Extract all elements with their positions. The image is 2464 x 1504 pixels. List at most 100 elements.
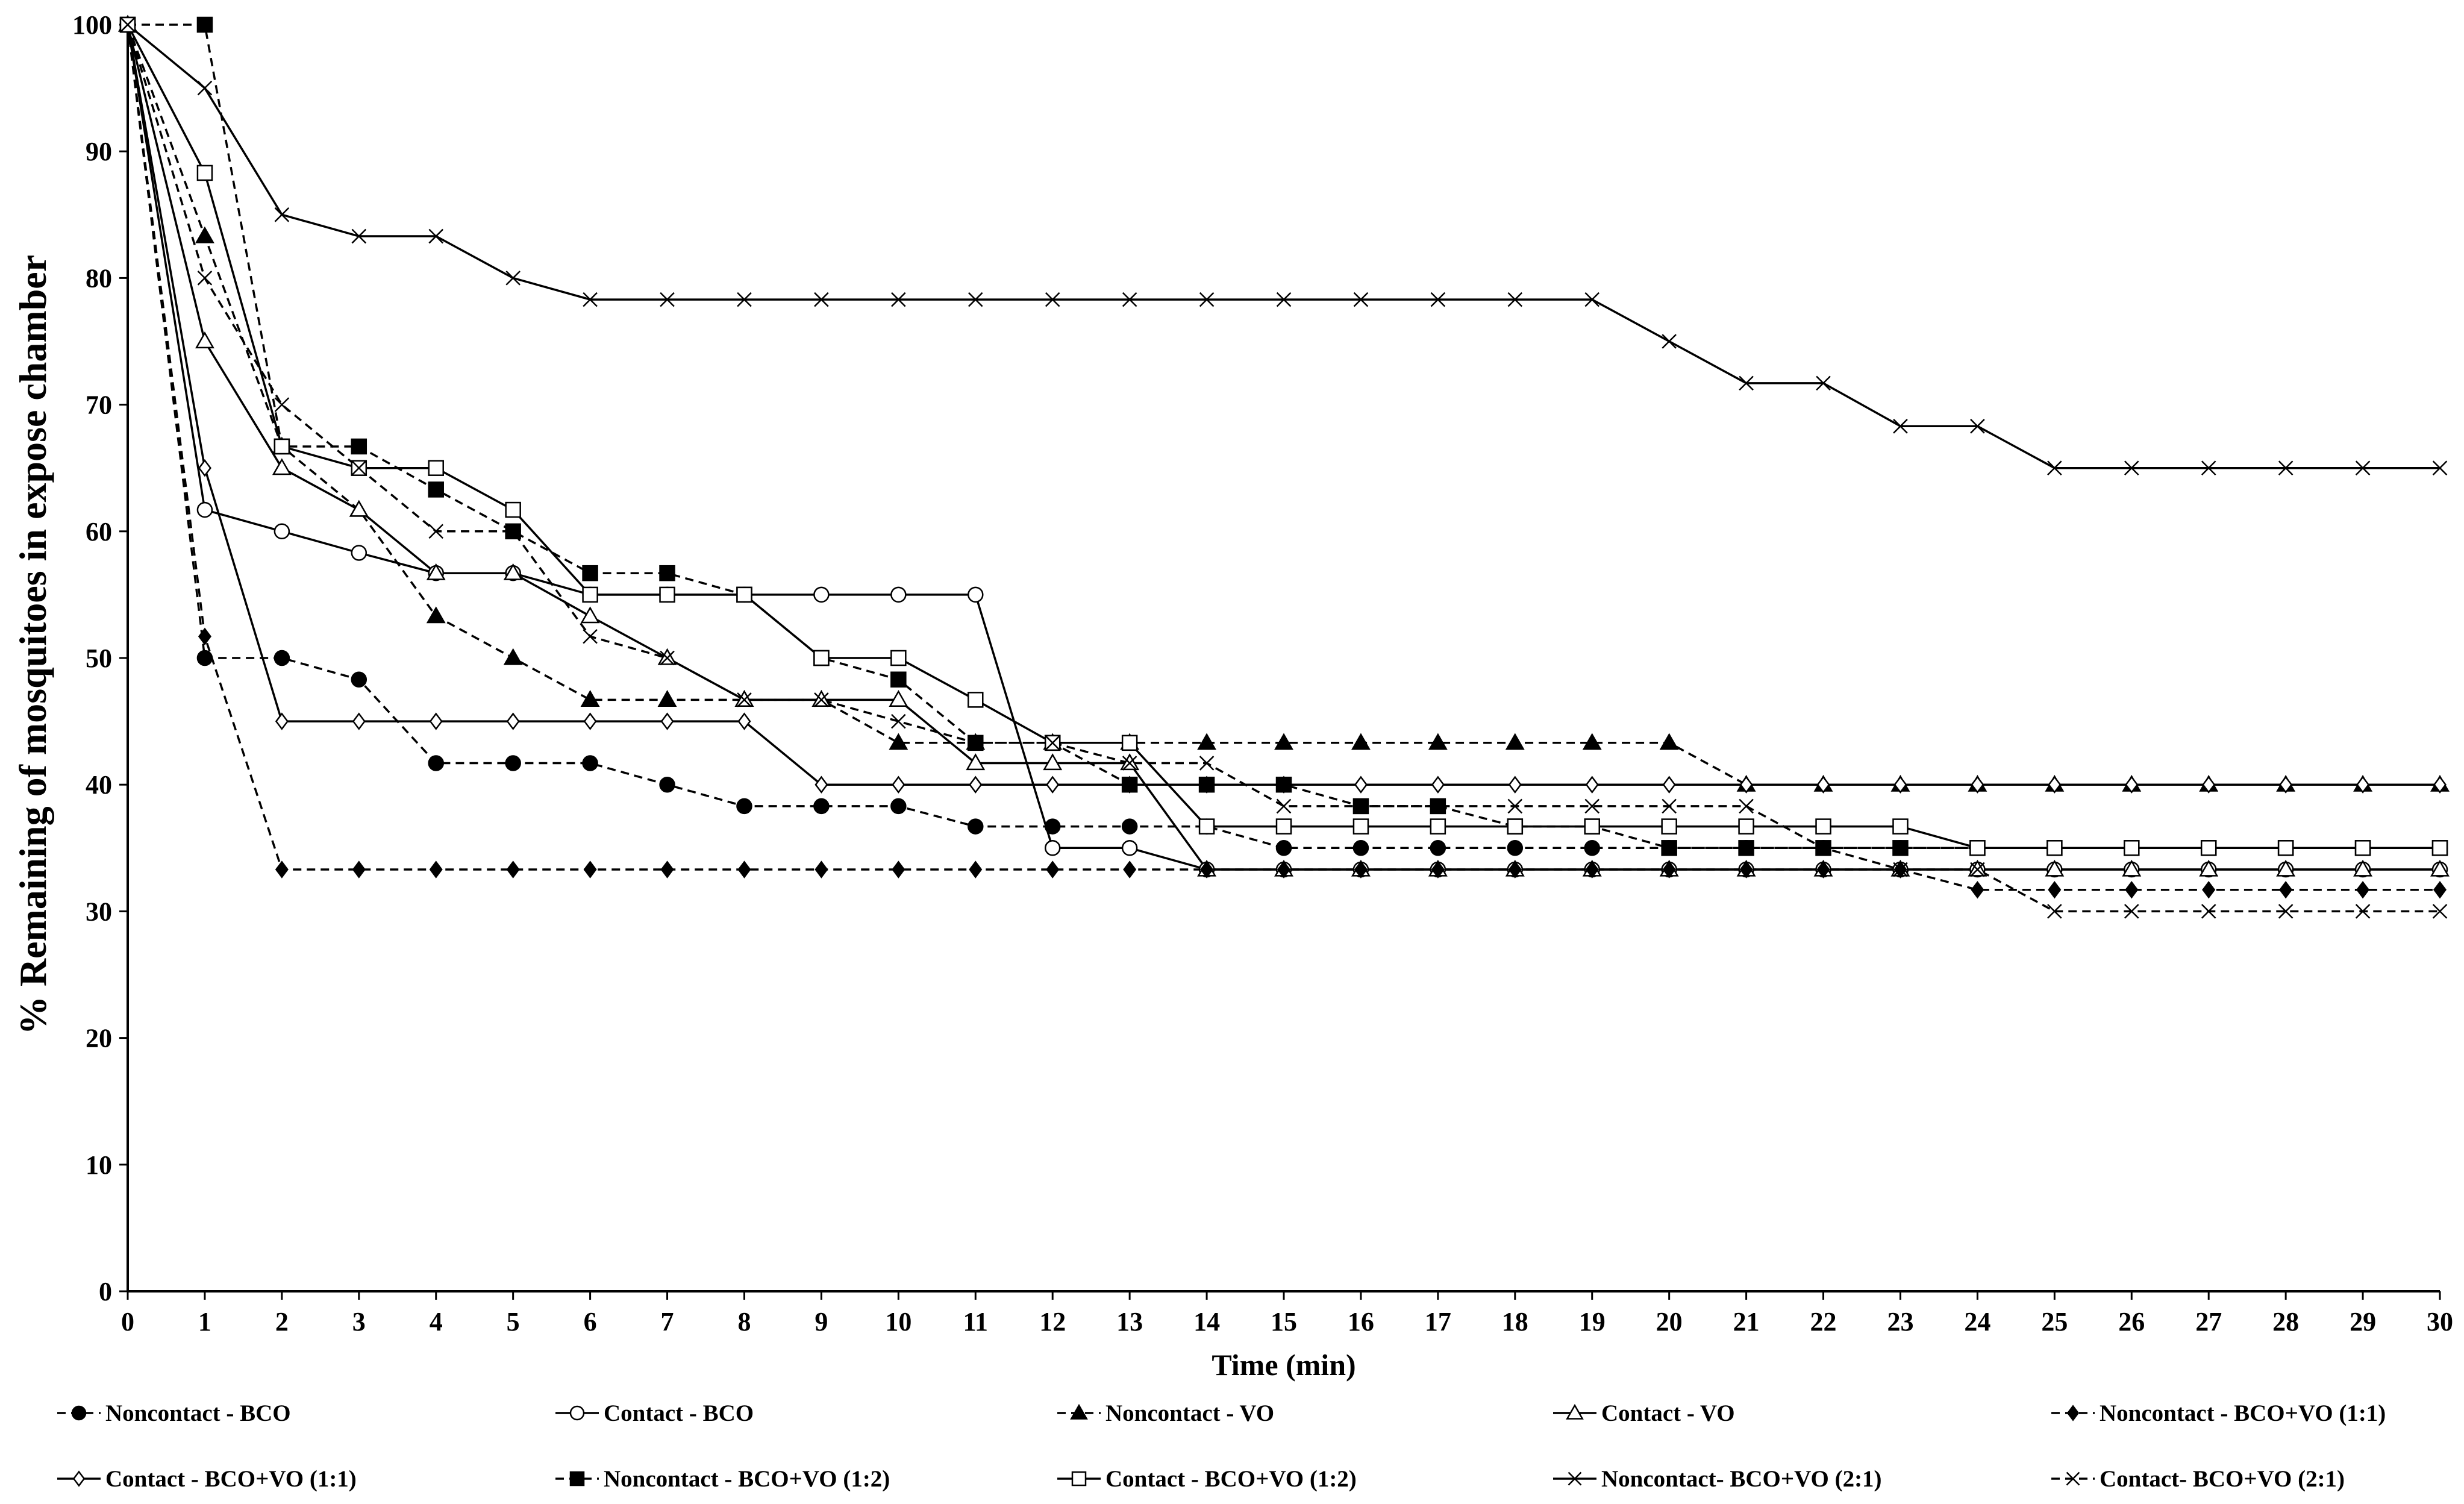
x-tick-label: 26 [2118, 1307, 2145, 1336]
data-point [660, 650, 675, 666]
data-point [351, 460, 367, 475]
data-point [1662, 798, 1677, 814]
series-markers-8 [119, 16, 2448, 856]
x-tick-label: 5 [507, 1307, 520, 1336]
data-point [1430, 840, 1446, 856]
data-point [1584, 840, 1600, 856]
data-point [1661, 840, 1677, 856]
y-tick-label: 70 [86, 390, 112, 420]
x-tick-label: 2 [275, 1307, 289, 1336]
data-point [2124, 904, 2139, 919]
data-point [569, 1471, 585, 1487]
data-point [428, 481, 444, 498]
legend-label: Noncontact- BCO+VO (2:1) [1601, 1466, 1882, 1492]
data-point [274, 650, 290, 666]
data-point [198, 627, 211, 645]
data-point [1430, 798, 1446, 814]
data-point [1892, 818, 1909, 835]
x-tick-label: 18 [1502, 1307, 1528, 1336]
data-point [583, 860, 597, 879]
data-point [506, 860, 520, 879]
x-tick-label: 0 [121, 1307, 134, 1336]
data-point [1739, 798, 1754, 814]
x-tick-label: 21 [1733, 1307, 1760, 1336]
x-tick-label: 11 [963, 1307, 988, 1336]
data-point [274, 438, 290, 455]
legend-item: Contact - BCO+VO (1:1) [57, 1466, 357, 1492]
data-point [1508, 776, 1522, 794]
data-point [196, 501, 213, 518]
data-point [1585, 860, 1599, 879]
data-point [505, 755, 521, 771]
data-point [1354, 776, 1368, 794]
x-tick-label: 14 [1193, 1307, 1220, 1336]
series-markers-3 [118, 14, 2450, 792]
y-tick-label: 100 [72, 10, 112, 40]
data-point [2278, 460, 2294, 475]
data-point [429, 712, 443, 730]
series-line-8 [127, 24, 2440, 850]
data-point [2356, 776, 2370, 794]
data-point [1507, 292, 1523, 307]
data-point [969, 776, 983, 794]
data-point [891, 292, 906, 307]
data-point [1507, 798, 1523, 814]
data-point [1816, 375, 1831, 391]
data-point [429, 860, 443, 879]
data-point [968, 292, 983, 307]
data-point [2045, 859, 2065, 877]
data-point [2353, 859, 2373, 877]
data-point [583, 292, 598, 307]
data-point [1584, 292, 1600, 307]
y-tick-label: 60 [86, 517, 112, 547]
data-point [72, 1470, 86, 1487]
data-point [2276, 859, 2296, 877]
x-axis-title: Time (min) [1212, 1348, 1356, 1382]
data-point [1584, 798, 1600, 814]
data-point [1275, 840, 1292, 856]
x-tick-label: 20 [1656, 1307, 1683, 1336]
data-point [505, 524, 521, 539]
data-point [274, 397, 290, 412]
data-point [351, 545, 367, 561]
data-point [815, 776, 828, 794]
data-point [1816, 841, 1831, 856]
series-line-5 [127, 24, 2440, 891]
data-point [505, 501, 521, 518]
data-point [2047, 840, 2063, 856]
x-tick-label: 29 [2350, 1307, 2376, 1336]
data-point [195, 331, 214, 349]
data-point [2122, 859, 2142, 877]
series-markers-1 [119, 16, 2448, 856]
legend-item: Noncontact - BCO [57, 1400, 291, 1426]
data-point [2432, 460, 2448, 475]
data-point [1277, 860, 1291, 879]
data-point [1354, 860, 1368, 879]
data-point [1352, 840, 1369, 856]
data-point [2048, 776, 2062, 794]
data-point [1507, 818, 1524, 835]
data-point [1893, 419, 1908, 434]
x-tick-label: 17 [1425, 1307, 1451, 1336]
data-point [2354, 840, 2371, 856]
legend-label: Noncontact - BCO+VO (1:2) [604, 1466, 890, 1492]
data-point [1582, 733, 1602, 750]
data-point [889, 690, 908, 707]
data-point [1045, 292, 1060, 307]
data-point [351, 228, 367, 244]
data-point [1816, 776, 1830, 794]
data-point [580, 690, 600, 707]
data-point [657, 690, 677, 707]
series-markers-5 [120, 16, 2447, 899]
data-point [2201, 904, 2216, 919]
data-point [351, 438, 367, 455]
x-tick-label: 9 [815, 1307, 828, 1336]
data-point [503, 563, 523, 580]
data-point [737, 692, 752, 707]
data-point [352, 712, 366, 730]
data-point [1198, 818, 1215, 835]
y-tick-label: 50 [86, 644, 112, 673]
y-tick-label: 40 [86, 770, 112, 800]
axes [119, 24, 2441, 1300]
